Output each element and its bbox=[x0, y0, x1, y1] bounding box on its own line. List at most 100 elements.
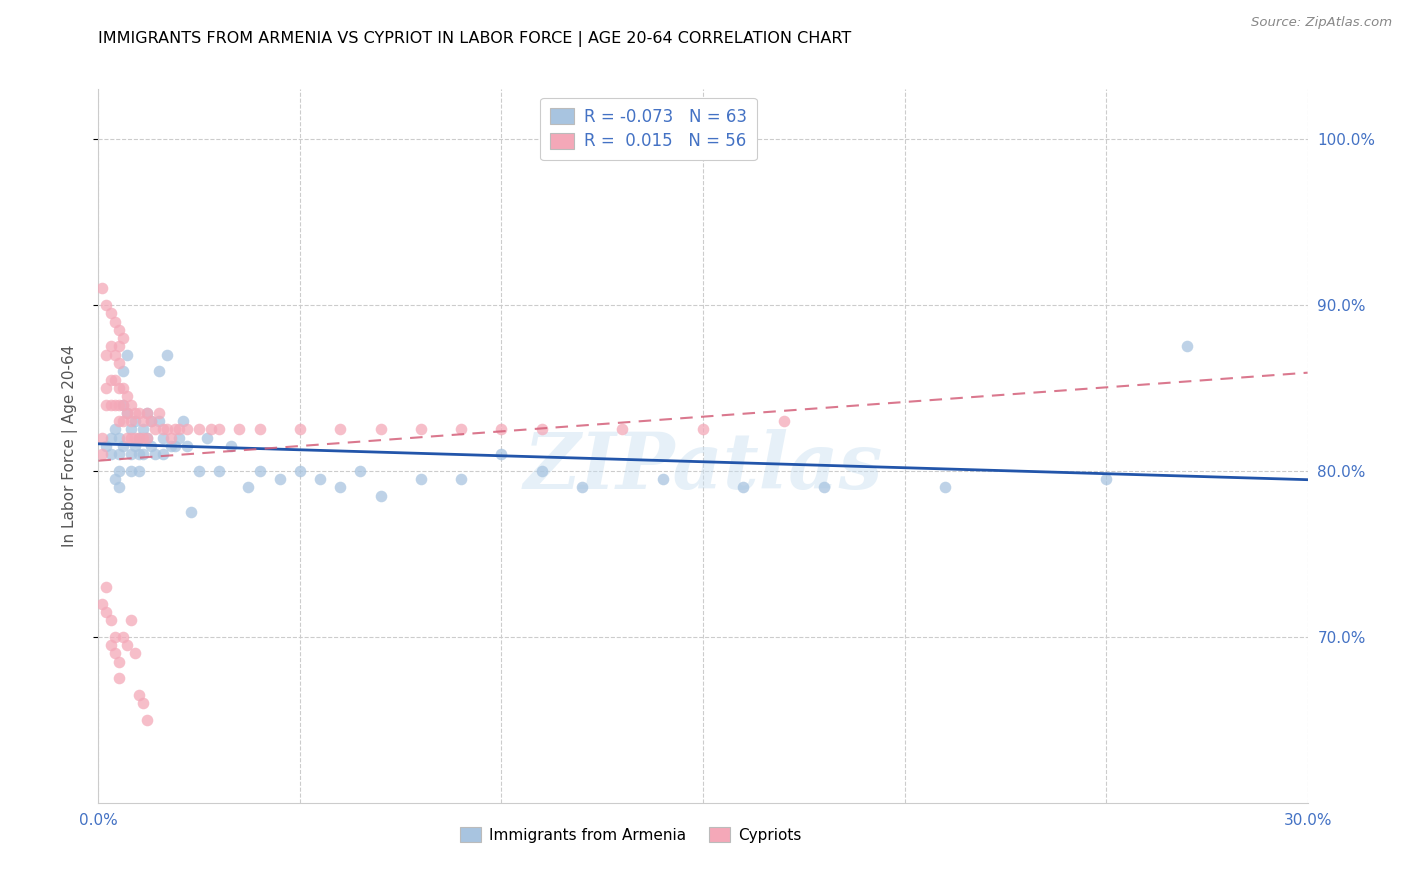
Point bbox=[111, 381, 134, 395]
Point bbox=[103, 647, 125, 661]
Point bbox=[329, 481, 352, 495]
Point bbox=[309, 472, 332, 486]
Point bbox=[128, 464, 150, 478]
Point bbox=[188, 464, 211, 478]
Point bbox=[124, 647, 146, 661]
Point bbox=[115, 348, 138, 362]
Point bbox=[571, 481, 593, 495]
Point bbox=[107, 356, 129, 370]
Point bbox=[91, 597, 114, 611]
Point bbox=[100, 306, 122, 320]
Point bbox=[132, 447, 155, 461]
Point bbox=[91, 447, 114, 461]
Point bbox=[160, 439, 183, 453]
Point bbox=[228, 422, 250, 436]
Point bbox=[329, 422, 352, 436]
Point bbox=[135, 406, 157, 420]
Point bbox=[100, 613, 122, 627]
Point bbox=[128, 447, 150, 461]
Point bbox=[143, 447, 166, 461]
Point bbox=[176, 422, 198, 436]
Point bbox=[100, 447, 122, 461]
Point bbox=[269, 472, 291, 486]
Point bbox=[103, 348, 125, 362]
Point bbox=[195, 431, 218, 445]
Point bbox=[148, 414, 170, 428]
Point bbox=[103, 373, 125, 387]
Point bbox=[249, 464, 271, 478]
Point bbox=[152, 422, 174, 436]
Point bbox=[139, 439, 162, 453]
Point bbox=[772, 414, 794, 428]
Point bbox=[813, 481, 835, 495]
Point bbox=[167, 431, 190, 445]
Point bbox=[349, 464, 371, 478]
Point bbox=[530, 422, 553, 436]
Point bbox=[91, 281, 114, 295]
Point bbox=[612, 422, 634, 436]
Point bbox=[107, 381, 129, 395]
Point bbox=[91, 431, 114, 445]
Point bbox=[120, 464, 142, 478]
Point bbox=[288, 464, 311, 478]
Point bbox=[124, 414, 146, 428]
Point bbox=[107, 481, 129, 495]
Point bbox=[115, 638, 138, 652]
Point bbox=[103, 630, 125, 644]
Point bbox=[1095, 472, 1118, 486]
Point bbox=[530, 464, 553, 478]
Point bbox=[135, 406, 157, 420]
Point bbox=[96, 397, 118, 411]
Point bbox=[1175, 339, 1198, 353]
Point bbox=[115, 406, 138, 420]
Point bbox=[96, 439, 118, 453]
Point bbox=[100, 638, 122, 652]
Point bbox=[111, 397, 134, 411]
Point bbox=[139, 414, 162, 428]
Point bbox=[132, 414, 155, 428]
Point bbox=[111, 439, 134, 453]
Point bbox=[692, 422, 714, 436]
Point bbox=[120, 397, 142, 411]
Point bbox=[107, 464, 129, 478]
Point bbox=[107, 447, 129, 461]
Point bbox=[208, 422, 231, 436]
Point bbox=[132, 696, 155, 710]
Point bbox=[143, 422, 166, 436]
Point bbox=[135, 431, 157, 445]
Point bbox=[96, 605, 118, 619]
Point bbox=[111, 630, 134, 644]
Point bbox=[128, 431, 150, 445]
Point bbox=[148, 406, 170, 420]
Point bbox=[128, 431, 150, 445]
Point bbox=[111, 364, 134, 378]
Point bbox=[115, 389, 138, 403]
Point bbox=[103, 314, 125, 328]
Point bbox=[135, 713, 157, 727]
Legend: Immigrants from Armenia, Cypriots: Immigrants from Armenia, Cypriots bbox=[454, 821, 807, 848]
Y-axis label: In Labor Force | Age 20-64: In Labor Force | Age 20-64 bbox=[62, 345, 77, 547]
Point bbox=[163, 422, 186, 436]
Point bbox=[124, 431, 146, 445]
Point bbox=[135, 431, 157, 445]
Point bbox=[111, 397, 134, 411]
Point bbox=[651, 472, 673, 486]
Point bbox=[128, 406, 150, 420]
Point bbox=[370, 489, 392, 503]
Point bbox=[115, 406, 138, 420]
Point bbox=[450, 422, 472, 436]
Point bbox=[124, 439, 146, 453]
Point bbox=[491, 422, 513, 436]
Point bbox=[128, 688, 150, 702]
Point bbox=[409, 472, 432, 486]
Point bbox=[100, 339, 122, 353]
Point bbox=[409, 422, 432, 436]
Text: IMMIGRANTS FROM ARMENIA VS CYPRIOT IN LABOR FORCE | AGE 20-64 CORRELATION CHART: IMMIGRANTS FROM ARMENIA VS CYPRIOT IN LA… bbox=[98, 31, 852, 47]
Point bbox=[103, 397, 125, 411]
Point bbox=[370, 422, 392, 436]
Point bbox=[934, 481, 956, 495]
Point bbox=[107, 671, 129, 685]
Point bbox=[96, 381, 118, 395]
Point bbox=[107, 397, 129, 411]
Point bbox=[111, 414, 134, 428]
